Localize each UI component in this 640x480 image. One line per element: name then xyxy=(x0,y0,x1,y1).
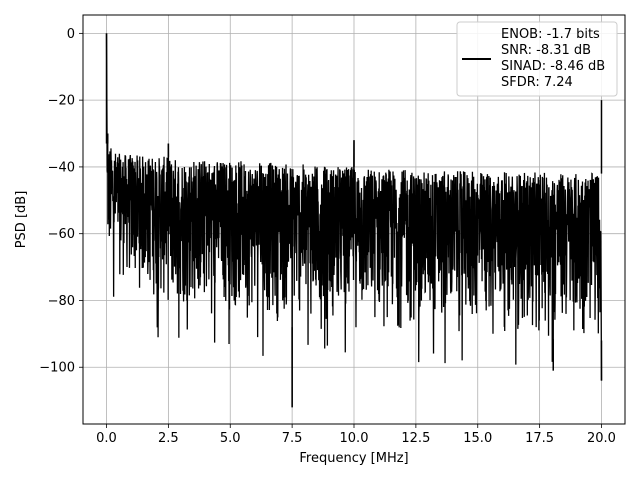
x-tick-label: 5.0 xyxy=(220,431,241,446)
y-tick-label: −60 xyxy=(48,227,75,242)
y-tick-label: 0 xyxy=(67,27,75,42)
x-tick-label: 20.0 xyxy=(587,431,616,446)
y-tick-label: −80 xyxy=(48,294,75,309)
y-axis: 0 −20 −40 −60 −80 −100 xyxy=(39,27,83,376)
x-tick-label: 2.5 xyxy=(158,431,179,446)
x-tick-label: 0.0 xyxy=(96,431,117,446)
x-tick-label: 12.5 xyxy=(401,431,430,446)
y-tick-label: −40 xyxy=(48,160,75,175)
y-axis-label: PSD [dB] xyxy=(14,191,29,249)
x-tick-label: 17.5 xyxy=(525,431,554,446)
legend-entry-line: SINAD: -8.46 dB xyxy=(501,59,605,74)
x-tick-label: 15.0 xyxy=(463,431,492,446)
x-axis: 0.0 2.5 5.0 7.5 10.0 12.5 15.0 17.5 20.0 xyxy=(96,424,616,446)
x-tick-label: 10.0 xyxy=(340,431,369,446)
legend-entry-line: SFDR: 7.24 xyxy=(501,75,573,90)
psd-line xyxy=(105,33,603,408)
legend-entry-line: SNR: -8.31 dB xyxy=(501,43,591,58)
legend-box xyxy=(456,21,618,97)
x-axis-label: Frequency [MHz] xyxy=(299,451,408,466)
x-tick-label: 7.5 xyxy=(282,431,303,446)
y-tick-label: −100 xyxy=(39,361,75,376)
legend-entry-line: ENOB: -1.7 bits xyxy=(501,27,600,42)
y-tick-label: −20 xyxy=(48,94,75,109)
psd-series xyxy=(105,33,603,408)
